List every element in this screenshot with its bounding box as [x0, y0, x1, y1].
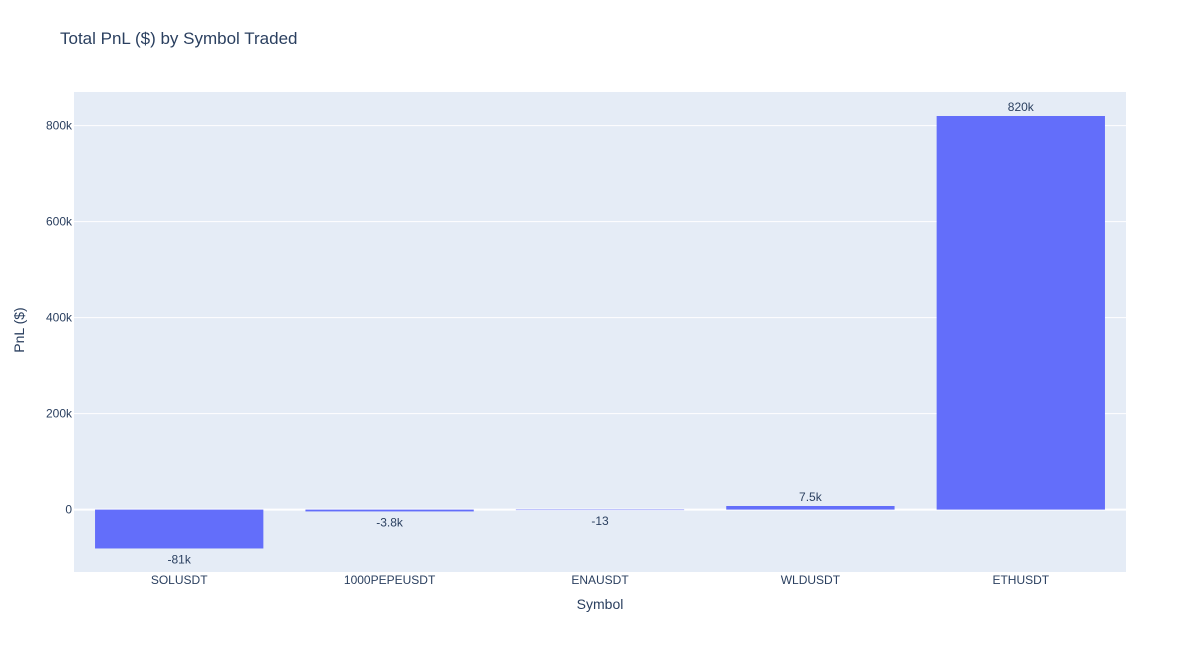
x-tick-label: 1000PEPEUSDT [344, 573, 436, 587]
bar-enausdt[interactable] [515, 509, 685, 511]
bars [95, 116, 1105, 549]
y-tick-label: 600k [46, 215, 73, 229]
x-axis-title: Symbol [577, 596, 624, 612]
data-label: 820k [1008, 100, 1035, 114]
data-label: 7.5k [799, 490, 823, 504]
y-axis-title: PnL ($) [11, 307, 27, 352]
y-axis-ticks: 0 200k 400k 600k 800k [46, 119, 73, 517]
x-axis-ticks: SOLUSDT 1000PEPEUSDT ENAUSDT WLDUSDT ETHUSDT [151, 573, 1050, 587]
x-tick-label: ETHUSDT [992, 573, 1049, 587]
data-label: -13 [591, 514, 609, 528]
data-label: -3.8k [376, 515, 404, 529]
data-label: -81k [168, 552, 192, 566]
bar-1000pepeusdt[interactable] [305, 509, 474, 512]
bar-wldusdt[interactable] [726, 506, 895, 510]
y-tick-label: 800k [46, 119, 73, 133]
bar-ethusdt[interactable] [936, 116, 1105, 510]
y-tick-label: 400k [46, 311, 73, 325]
bar-solusdt[interactable] [95, 509, 264, 549]
data-labels: -81k -3.8k -13 7.5k 820k [168, 100, 1035, 566]
x-tick-label: SOLUSDT [151, 573, 208, 587]
y-tick-label: 0 [65, 503, 72, 517]
chart-title: Total PnL ($) by Symbol Traded [60, 29, 298, 48]
x-tick-label: ENAUSDT [571, 573, 629, 587]
x-tick-label: WLDUSDT [781, 573, 841, 587]
y-tick-label: 200k [46, 407, 73, 421]
